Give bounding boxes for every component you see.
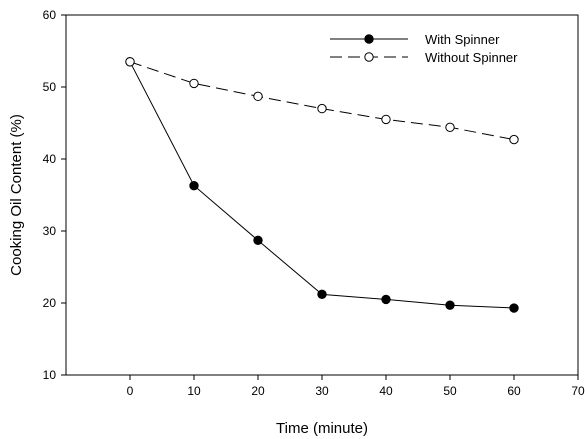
y-tick-label: 50	[43, 80, 57, 94]
data-point-with-spinner	[189, 180, 199, 191]
data-point-without-spinner	[381, 114, 391, 125]
data-point-with-spinner	[381, 294, 391, 305]
y-axis-title: Cooking Oil Content (%)	[8, 114, 25, 276]
data-point-without-spinner	[253, 91, 263, 102]
data-point-without-spinner	[125, 57, 135, 67]
x-tick-label: 70	[571, 384, 585, 398]
x-tick-label: 60	[507, 384, 521, 398]
data-point-with-spinner	[317, 289, 327, 300]
y-axis-ticks: 10 20 30 40 50 60	[43, 8, 66, 382]
y-tick-label: 20	[43, 296, 57, 310]
x-tick-label: 30	[315, 384, 329, 398]
x-axis-title: Time (minute)	[276, 420, 368, 437]
plot-area-frame	[65, 14, 579, 376]
legend-marker-with-spinner	[364, 34, 374, 44]
x-tick-label: 40	[379, 384, 393, 398]
data-point-without-spinner	[189, 78, 199, 89]
x-tick-label: 20	[251, 384, 265, 398]
data-point-with-spinner	[253, 235, 263, 246]
y-tick-label: 40	[43, 152, 57, 166]
data-point-with-spinner	[445, 300, 455, 310]
x-tick-label: 0	[127, 384, 134, 398]
data-point-without-spinner	[317, 103, 327, 114]
legend-label-without-spinner: Without Spinner	[425, 50, 518, 65]
x-tick-label: 50	[443, 384, 457, 398]
x-tick-label: 10	[187, 384, 201, 398]
data-point-with-spinner	[509, 303, 519, 313]
legend-label-with-spinner: With Spinner	[425, 32, 500, 47]
legend: With Spinner Without Spinner	[330, 32, 518, 65]
y-tick-label: 10	[43, 368, 57, 382]
data-point-without-spinner	[509, 134, 519, 145]
data-point-without-spinner	[445, 122, 455, 133]
y-tick-label: 60	[43, 8, 57, 22]
series-line-with-spinner	[129, 61, 515, 309]
series-line-without-spinner	[129, 61, 515, 141]
legend-marker-without-spinner	[364, 52, 374, 62]
series-layer	[125, 57, 519, 313]
y-tick-label: 30	[43, 224, 57, 238]
x-axis-ticks: 0 10 20 30 40 50 60 70	[127, 375, 585, 398]
